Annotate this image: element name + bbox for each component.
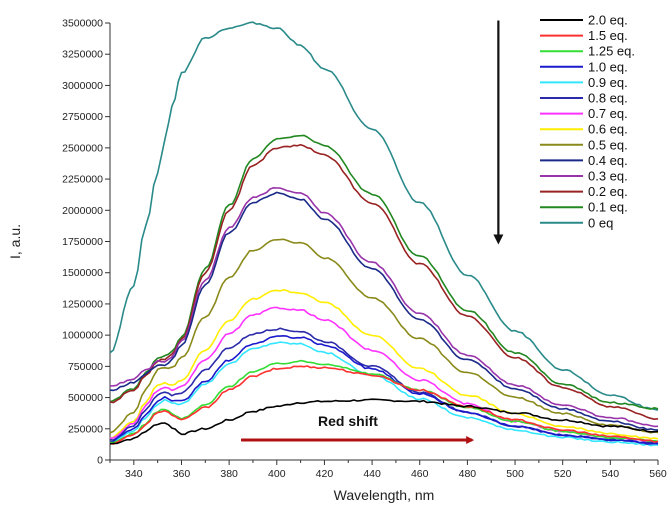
series-line-12	[109, 134, 659, 410]
x-tick-label: 420	[316, 468, 334, 480]
x-tick-label: 560	[649, 468, 667, 480]
y-tick-label: 3500000	[62, 18, 103, 30]
series-line-8	[109, 238, 659, 434]
y-tick-label: 0	[97, 455, 103, 467]
y-tick-label: 1500000	[62, 267, 103, 279]
x-tick-label: 460	[411, 468, 429, 480]
series-line-7	[109, 288, 659, 440]
annotations: Red shift	[241, 20, 504, 445]
y-tick-label: 3000000	[62, 80, 103, 92]
y-tick-label: 1750000	[62, 236, 103, 248]
legend-label: 0.9 eq.	[588, 75, 628, 90]
series-layer	[109, 21, 659, 447]
red-shift-label: Red shift	[318, 413, 378, 429]
y-tick-label: 1000000	[62, 330, 103, 342]
legend-label: 0.3 eq.	[588, 169, 628, 184]
legend-label: 0.4 eq.	[588, 153, 628, 168]
series-line-13	[109, 21, 659, 411]
y-tick-label: 3250000	[62, 49, 103, 61]
x-tick-label: 540	[602, 468, 620, 480]
x-tick-label: 360	[173, 468, 191, 480]
legend: 2.0 eq.1.5 eq.1.25 eq.1.0 eq.0.9 eq.0.8 …	[540, 13, 635, 230]
series-line-11	[109, 143, 659, 421]
y-tick-label: 1250000	[62, 298, 103, 310]
series-line-2	[109, 359, 659, 444]
y-axis-label: I, a.u.	[7, 224, 23, 259]
y-tick-label: 2750000	[62, 111, 103, 123]
legend-label: 2.0 eq.	[588, 13, 628, 28]
legend-label: 1.5 eq.	[588, 28, 628, 43]
legend-label: 0.7 eq.	[588, 106, 628, 121]
x-tick-label: 400	[268, 468, 286, 480]
legend-label: 0 eq	[588, 215, 613, 230]
series-line-3	[109, 334, 659, 445]
series-line-10	[109, 187, 659, 428]
legend-label: 0.1 eq.	[588, 200, 628, 215]
legend-label: 0.8 eq.	[588, 91, 628, 106]
y-tick-label: 2250000	[62, 174, 103, 186]
x-axis-label: Wavelength, nm	[334, 487, 435, 503]
legend-label: 0.6 eq.	[588, 122, 628, 137]
y-tick-label: 500000	[68, 392, 103, 404]
legend-label: 0.5 eq.	[588, 137, 628, 152]
x-tick-label: 480	[459, 468, 477, 480]
y-tick-label: 250000	[68, 423, 103, 435]
series-line-5	[109, 327, 659, 445]
series-line-1	[109, 365, 659, 445]
series-line-9	[109, 191, 659, 431]
y-tick-label: 750000	[68, 361, 103, 373]
legend-label: 1.25 eq.	[588, 44, 635, 59]
y-tick-label: 2000000	[62, 205, 103, 217]
x-tick-label: 380	[220, 468, 238, 480]
series-line-0	[109, 398, 659, 445]
legend-label: 0.2 eq.	[588, 184, 628, 199]
y-tick-label: 2500000	[62, 142, 103, 154]
legend-label: 1.0 eq.	[588, 59, 628, 74]
axes: 340 360 380 400 420 440 460 480 500 520 540 560 0 250…	[62, 18, 667, 481]
x-tick-label: 440	[363, 468, 381, 480]
x-tick-label: 500	[506, 468, 524, 480]
x-tick-label: 520	[554, 468, 572, 480]
x-tick-label: 340	[125, 468, 143, 480]
